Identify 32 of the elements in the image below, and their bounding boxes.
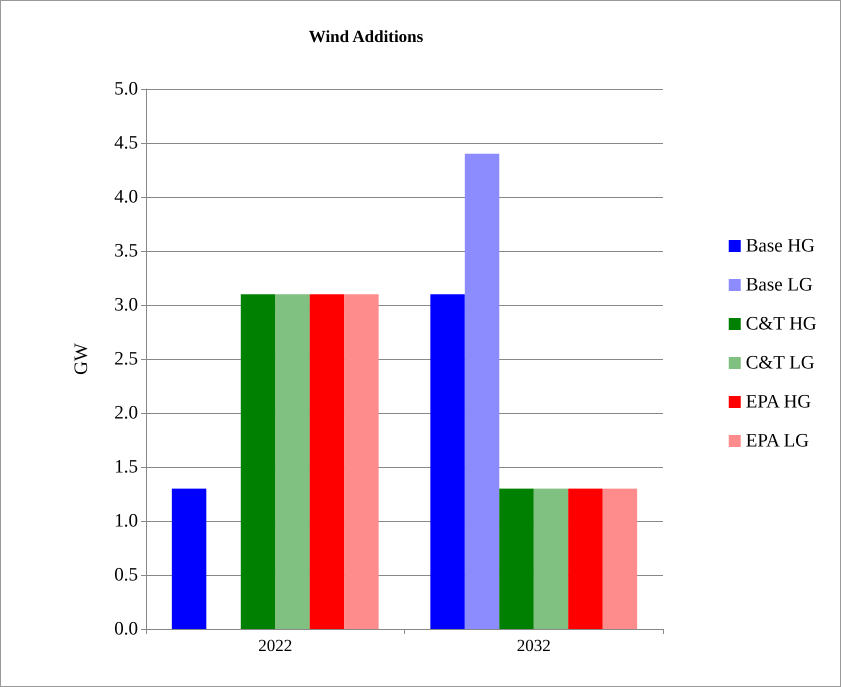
x-tick-label: 2032 (516, 636, 551, 655)
y-axis-title: GW (71, 343, 92, 375)
y-tick-label: 2.5 (114, 348, 138, 370)
legend-label: C&T LG (746, 352, 815, 374)
bar (310, 294, 344, 629)
bar (275, 294, 310, 629)
bar (602, 488, 638, 629)
legend-label: EPA HG (746, 392, 812, 412)
y-tick-label: 1.5 (114, 456, 138, 478)
bar (344, 294, 379, 629)
bar (499, 488, 534, 629)
bar (464, 154, 500, 629)
y-tick-label: 1.0 (114, 510, 138, 532)
bar (534, 488, 568, 629)
y-tick-label: 5.0 (114, 78, 138, 100)
y-tick-label: 4.5 (114, 132, 138, 154)
bar (172, 488, 206, 629)
y-tick-label: 2.0 (114, 402, 138, 424)
bar (568, 488, 603, 629)
y-tick-label: 4.0 (114, 186, 138, 208)
y-tick-label: 0.5 (114, 564, 138, 586)
bar (430, 294, 465, 629)
legend-label: EPA LG (746, 430, 810, 452)
y-tick-label: 3.0 (114, 294, 138, 316)
legend-label: C&T HG (746, 314, 817, 334)
legend-label: Base LG (746, 274, 814, 296)
bar (240, 294, 276, 629)
chart-title: Wind Additions (308, 27, 424, 46)
x-tick-label: 2022 (258, 636, 292, 655)
legend-label: Base HG (746, 236, 816, 256)
y-tick-label: 3.5 (114, 240, 138, 262)
y-tick-label: 0.0 (114, 618, 138, 640)
